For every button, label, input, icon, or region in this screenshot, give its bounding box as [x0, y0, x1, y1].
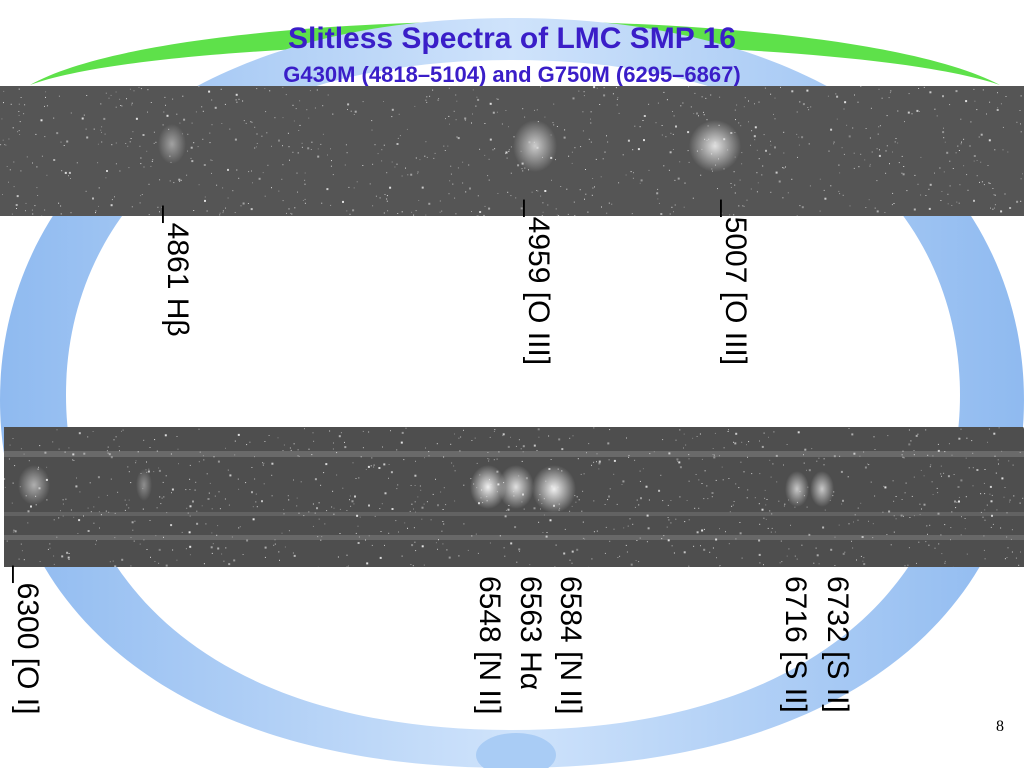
label-hbeta-4861: _4861 Hβ: [161, 206, 194, 337]
spectrum-image-g430m: [0, 86, 1024, 216]
label-sii-6716: 6716 [S II]: [779, 576, 812, 713]
spectrum-image-g750m: [4, 427, 1024, 567]
label-nii-6584: 6584 [N II]: [554, 576, 587, 715]
label-sii-6732: 6732 [S II]: [821, 576, 854, 713]
label-oiii-5007: _5007 [O III]: [719, 200, 752, 366]
page-number: 8: [996, 718, 1004, 735]
slide-subtitle: G430M (4818–5104) and G750M (6295–6867): [283, 62, 741, 87]
label-oiii-4959: _4959 [O III]: [522, 200, 555, 366]
label-oi-6300: _6300 [O I]: [11, 566, 44, 715]
label-nii-6548: 6548 [N II]: [473, 576, 506, 715]
slide-title: Slitless Spectra of LMC SMP 16: [288, 22, 736, 55]
label-halpha-6563: 6563 Hα: [514, 576, 547, 691]
